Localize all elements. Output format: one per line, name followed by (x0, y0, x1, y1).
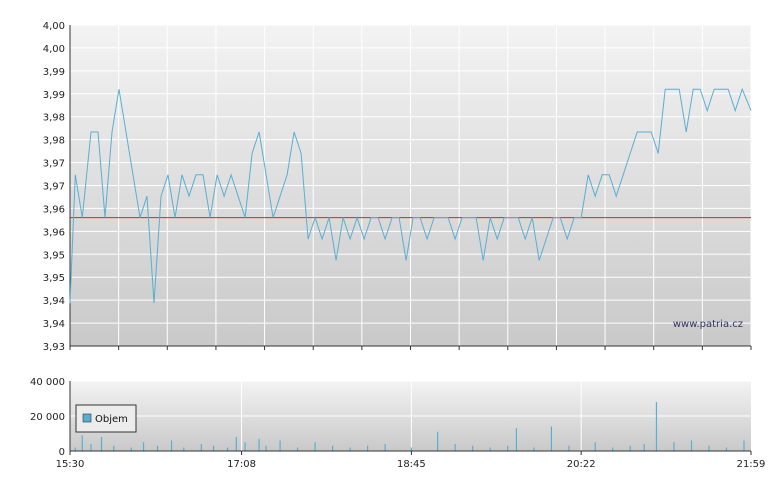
x-tick-label: 17:08 (227, 459, 256, 470)
x-tick-label: 18:45 (397, 459, 426, 470)
x-tick-label: 20:22 (567, 459, 596, 470)
volume-bars (74, 402, 745, 451)
price-y-tick-label: 3,97 (43, 159, 65, 170)
legend-label: Objem (95, 414, 128, 425)
price-y-tick-label: 4,00 (43, 44, 65, 55)
price-y-tick-label: 3,97 (43, 182, 65, 193)
price-y-tick-label: 3,96 (43, 227, 65, 238)
price-y-tick-label: 3,95 (43, 273, 65, 284)
price-y-tick-label: 3,94 (43, 296, 65, 307)
price-y-axis: 3,93 3,94 3,94 3,95 3,95 3,96 3,96 3,97 3,97 3,98… (43, 21, 71, 353)
price-y-tick-label: 3,99 (43, 90, 65, 101)
price-x-ticks (69, 346, 752, 350)
price-panel: 3,93 3,94 3,94 3,95 3,95 3,96 3,96 3,97 3,97 3,98… (43, 21, 752, 353)
price-y-tick-label: 3,99 (43, 67, 65, 78)
price-y-tick-label: 3,95 (43, 250, 65, 261)
volume-gridlines (70, 380, 751, 451)
price-line (69, 87, 752, 304)
price-gridlines (70, 24, 752, 346)
legend: Objem (75, 404, 137, 433)
price-y-tick-label: 4,00 (43, 21, 65, 32)
price-y-tick-label: 3,93 (43, 342, 65, 353)
price-y-tick-label: 3,94 (43, 319, 65, 330)
price-y-tick-label: 3,96 (43, 204, 65, 215)
volume-y-tick-label: 40 000 (30, 377, 65, 388)
price-y-tick-label: 3,98 (43, 136, 65, 147)
price-y-tick-label: 3,98 (43, 113, 65, 124)
volume-y-tick-label: 0 (59, 447, 65, 458)
x-tick-label: 15:30 (56, 459, 85, 470)
volume-y-axis: 0 20 000 40 000 (30, 377, 71, 458)
watermark: www.patria.cz (673, 319, 743, 330)
x-tick-label: 21:59 (737, 459, 766, 470)
legend-swatch (82, 413, 92, 423)
volume-y-tick-label: 20 000 (30, 412, 65, 423)
volume-x-axis-labels: 15:30 17:08 18:45 20:22 21:59 (56, 451, 766, 470)
